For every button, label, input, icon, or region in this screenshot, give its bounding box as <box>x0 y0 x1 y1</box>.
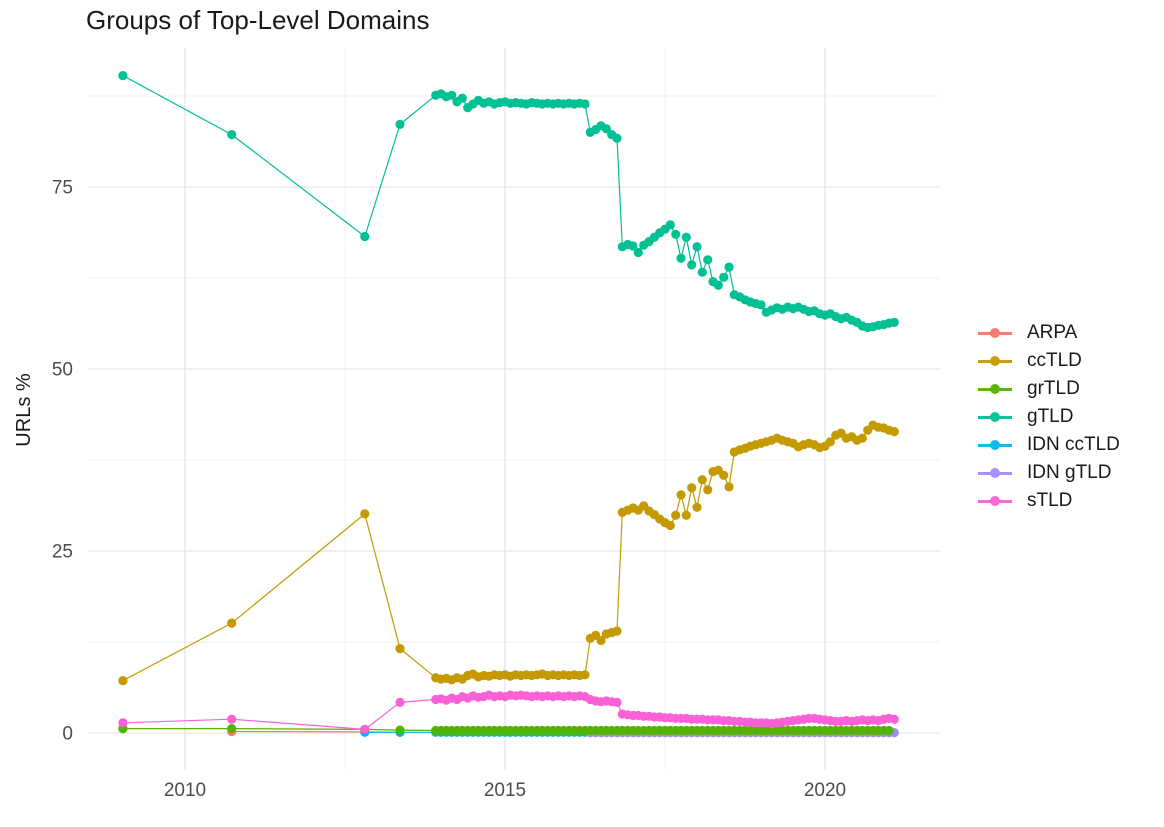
legend-key-dot <box>990 496 1000 506</box>
data-point <box>719 470 729 480</box>
data-point <box>457 93 467 103</box>
data-point <box>857 433 867 443</box>
legend-key-dot <box>990 468 1000 478</box>
legend-item-ccTLD: ccTLD <box>978 347 1120 375</box>
x-tick-label: 2015 <box>484 780 526 801</box>
series-ccTLD <box>118 420 899 686</box>
legend-key-line <box>978 412 1012 422</box>
data-point <box>395 725 405 735</box>
data-point <box>676 253 686 263</box>
legend-label: ccTLD <box>1027 350 1082 371</box>
legend-label: grTLD <box>1027 378 1080 399</box>
data-point <box>671 229 681 239</box>
data-point <box>118 718 128 728</box>
legend-item-IDN-gTLD: IDN gTLD <box>978 459 1120 487</box>
data-point <box>395 644 405 654</box>
data-point <box>889 714 899 724</box>
legend-key-dot <box>990 384 1000 394</box>
data-point <box>612 626 622 636</box>
legend-item-gTLD: gTLD <box>978 403 1120 431</box>
legend-item-ARPA: ARPA <box>978 319 1120 347</box>
series-gTLD <box>118 71 899 333</box>
data-point <box>447 90 457 100</box>
y-tick-label: 0 <box>62 724 73 745</box>
legend-item-grTLD: grTLD <box>978 375 1120 403</box>
legend: ARPA ccTLD grTLD gTLD IDN ccTLD IDN gTLD sTLD <box>978 319 1120 515</box>
data-point <box>612 133 622 143</box>
data-point <box>719 272 729 282</box>
legend-key-dot <box>990 440 1000 450</box>
data-point <box>665 520 675 531</box>
series-line <box>122 75 895 329</box>
data-point <box>671 510 681 520</box>
data-point <box>395 119 405 129</box>
data-point <box>681 510 691 520</box>
legend-key-dot <box>990 328 1000 338</box>
data-point <box>580 99 590 109</box>
legend-key-dot <box>990 412 1000 422</box>
y-tick-label: 25 <box>52 542 73 563</box>
legend-item-sTLD: sTLD <box>978 487 1120 515</box>
x-tick-label: 2010 <box>164 780 206 801</box>
data-point <box>676 490 686 500</box>
y-tick-label: 75 <box>52 178 73 199</box>
data-point <box>227 724 237 734</box>
data-point <box>697 267 707 277</box>
data-point <box>580 670 590 680</box>
data-point <box>687 483 697 493</box>
legend-label: gTLD <box>1027 406 1074 427</box>
data-point <box>612 697 622 708</box>
legend-key-line <box>978 440 1012 450</box>
data-point <box>227 130 237 140</box>
legend-label: sTLD <box>1027 490 1073 511</box>
series-grTLD <box>118 724 894 736</box>
data-point <box>360 509 370 519</box>
legend-label: IDN gTLD <box>1027 462 1112 483</box>
data-point <box>633 247 643 258</box>
data-point <box>889 317 899 327</box>
data-point <box>628 241 638 251</box>
x-tick-label: 2020 <box>804 780 846 801</box>
legend-item-IDN-ccTLD: IDN ccTLD <box>978 431 1120 459</box>
legend-key-dot <box>990 356 1000 366</box>
data-point <box>227 714 237 724</box>
data-point <box>692 502 702 512</box>
data-point <box>703 485 713 495</box>
data-point <box>601 124 611 134</box>
legend-key-line <box>978 384 1012 394</box>
data-point <box>681 232 691 242</box>
data-point <box>703 255 713 265</box>
legend-label: ARPA <box>1027 322 1078 343</box>
data-point <box>227 618 237 628</box>
data-point <box>360 724 370 735</box>
legend-label: IDN ccTLD <box>1027 434 1120 455</box>
y-tick-label: 50 <box>52 360 73 381</box>
series-sTLD <box>118 690 899 735</box>
legend-key-line <box>978 356 1012 366</box>
data-point <box>889 427 899 437</box>
legend-key-line <box>978 496 1012 506</box>
data-point <box>665 220 675 230</box>
data-point <box>596 635 606 646</box>
data-point <box>756 300 766 310</box>
data-point <box>360 231 370 242</box>
legend-key-line <box>978 328 1012 338</box>
data-point <box>118 676 128 686</box>
data-point <box>395 697 405 708</box>
data-point <box>692 242 702 252</box>
data-point <box>724 482 734 492</box>
data-point <box>825 437 835 447</box>
legend-key-line <box>978 468 1012 478</box>
data-point <box>713 280 723 290</box>
data-point <box>884 725 894 736</box>
chart-title: Groups of Top-Level Domains <box>86 5 430 35</box>
data-point <box>687 260 697 270</box>
data-point <box>118 71 128 81</box>
data-point <box>724 262 734 272</box>
data-point <box>697 475 707 485</box>
